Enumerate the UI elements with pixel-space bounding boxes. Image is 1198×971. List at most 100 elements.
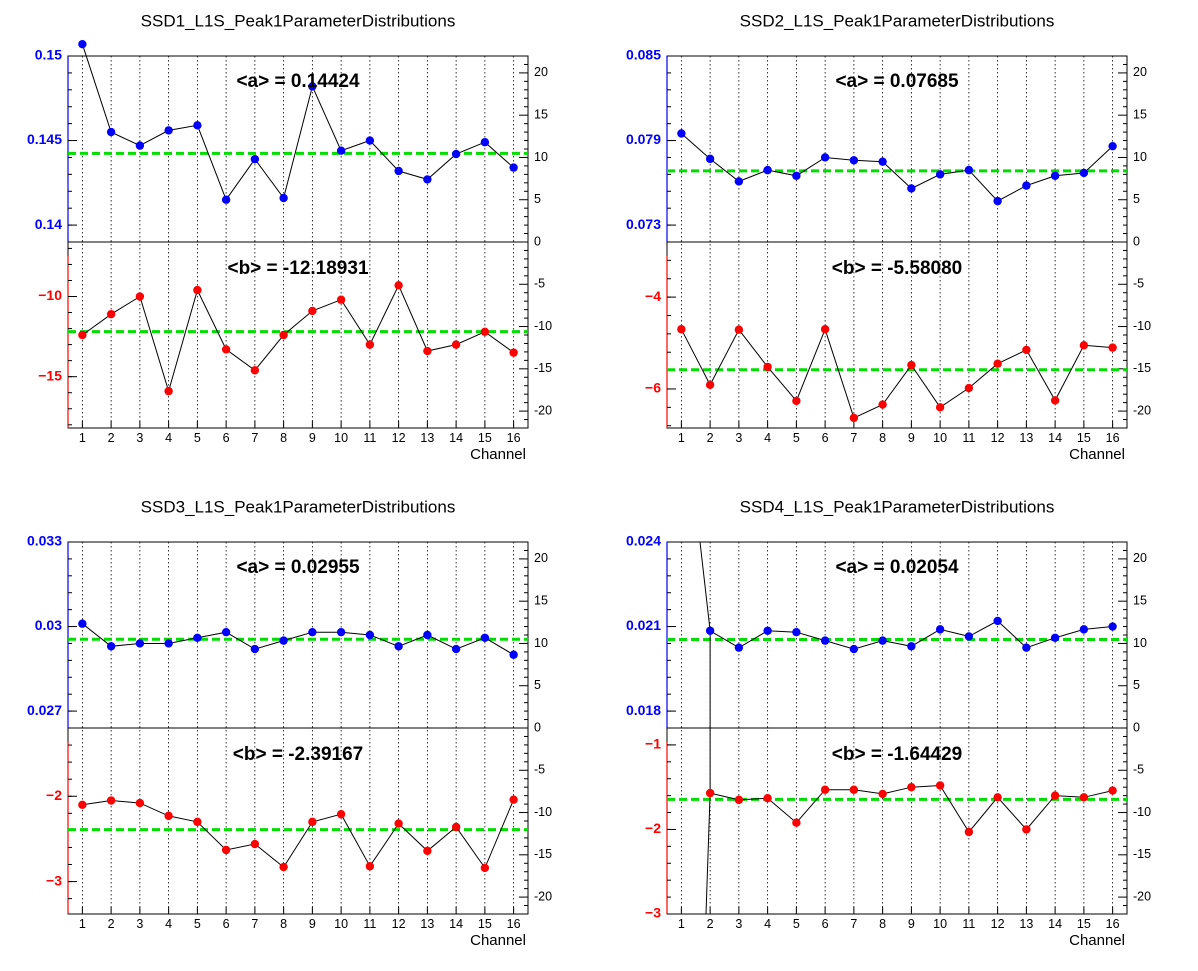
data-point-b	[480, 327, 490, 336]
data-point-b	[964, 383, 974, 393]
x-tick-label: 4	[764, 431, 771, 445]
x-tick-label: 4	[165, 431, 172, 445]
right-tick-label: -10	[1133, 805, 1151, 819]
right-tick-label: 20	[1133, 551, 1147, 565]
data-point-a	[1108, 622, 1117, 631]
x-tick-label: 7	[850, 917, 857, 931]
out-of-range-line	[699, 541, 711, 915]
data-point-b	[1108, 786, 1117, 795]
x-tick-label: 3	[136, 917, 143, 931]
series-line-b	[680, 327, 1113, 419]
x-tick-label: 8	[879, 917, 886, 931]
data-point-a	[193, 633, 202, 643]
left-tick-label-bottom: −3	[46, 872, 62, 888]
data-point-b	[1108, 343, 1117, 352]
right-tick-label: 10	[1133, 636, 1147, 650]
data-point-a	[164, 639, 173, 648]
data-point-a	[135, 141, 145, 150]
x-tick-label: 16	[507, 431, 521, 445]
data-point-b	[1022, 825, 1031, 834]
panel-title: SSD3_L1S_Peak1ParameterDistributions	[141, 497, 456, 516]
data-point-a	[907, 642, 916, 651]
right-tick-label: 0	[534, 720, 541, 734]
data-point-b	[193, 285, 202, 295]
data-point-a	[135, 639, 145, 648]
x-tick-label: 15	[478, 917, 492, 931]
x-tick-label: 16	[1106, 431, 1120, 445]
data-point-b	[308, 817, 317, 827]
data-point-a	[250, 644, 260, 654]
x-axis-title: Channel	[470, 446, 526, 463]
data-point-b	[221, 845, 231, 855]
data-point-a	[250, 154, 260, 164]
x-tick-label: 2	[108, 917, 115, 931]
left-tick-label-bottom: −3	[645, 905, 661, 921]
x-tick-label: 1	[678, 431, 685, 445]
x-tick-label: 7	[850, 431, 857, 445]
x-tick-label: 9	[309, 917, 316, 931]
data-point-b	[106, 796, 116, 805]
data-point-b	[849, 413, 859, 423]
data-point-b	[705, 788, 715, 798]
data-point-a	[763, 165, 772, 175]
x-tick-label: 11	[962, 917, 975, 931]
data-point-b	[423, 346, 432, 356]
right-tick-label: -5	[534, 763, 545, 777]
x-tick-label: 15	[1077, 431, 1091, 445]
series-line-a	[82, 623, 514, 656]
data-point-b	[907, 360, 916, 370]
panel-title: SSD4_L1S_Peak1ParameterDistributions	[740, 497, 1055, 516]
data-point-b	[820, 785, 830, 794]
data-point-a	[279, 636, 288, 645]
mean-label-a: <a> = 0.14424	[236, 71, 360, 92]
x-tick-label: 6	[822, 917, 829, 931]
right-tick-label: -20	[1133, 403, 1151, 417]
left-tick-label-bottom: −2	[645, 820, 661, 836]
data-point-a	[106, 642, 116, 651]
left-tick-label-top: 0.03	[35, 617, 62, 633]
x-axis-title: Channel	[1069, 446, 1125, 463]
x-tick-label: 16	[507, 917, 521, 931]
left-tick-label-top: 0.079	[626, 131, 661, 147]
right-tick-label: 20	[1133, 65, 1147, 79]
x-tick-label: 11	[962, 431, 975, 445]
data-point-b	[365, 340, 375, 349]
right-tick-label: 10	[534, 636, 548, 650]
data-point-a	[820, 153, 830, 162]
series-line-a	[681, 133, 1113, 202]
x-tick-label: 9	[908, 431, 915, 445]
data-point-a	[308, 82, 317, 91]
data-point-b	[279, 862, 288, 872]
data-point-b	[308, 306, 317, 316]
data-point-b	[423, 846, 432, 856]
data-point-b	[1022, 345, 1031, 355]
data-point-a	[792, 171, 801, 180]
right-tick-label: -15	[534, 847, 552, 861]
data-point-b	[279, 330, 288, 340]
data-point-b	[480, 863, 490, 873]
x-tick-label: 11	[363, 431, 376, 445]
x-tick-label: 14	[449, 431, 463, 445]
data-point-b	[705, 380, 715, 390]
data-point-a	[365, 136, 375, 145]
data-point-a	[509, 650, 518, 659]
left-tick-label-top: 0.033	[27, 533, 62, 549]
right-tick-label: 0	[1133, 234, 1140, 248]
data-point-a	[907, 184, 916, 193]
data-point-b	[677, 325, 686, 334]
right-tick-label: 5	[534, 192, 541, 206]
x-tick-label: 2	[108, 431, 115, 445]
x-tick-label: 8	[280, 917, 287, 931]
data-point-b	[394, 819, 403, 828]
data-point-b	[763, 793, 772, 803]
left-tick-label-bottom: −15	[38, 367, 62, 383]
data-point-b	[394, 281, 403, 290]
data-point-a	[763, 626, 772, 635]
left-tick-label-top: 0.027	[27, 702, 62, 718]
mean-label-b: <b> = -5.58080	[832, 258, 962, 279]
left-tick-label-bottom: −6	[645, 380, 661, 396]
right-tick-label: 5	[1133, 678, 1140, 692]
